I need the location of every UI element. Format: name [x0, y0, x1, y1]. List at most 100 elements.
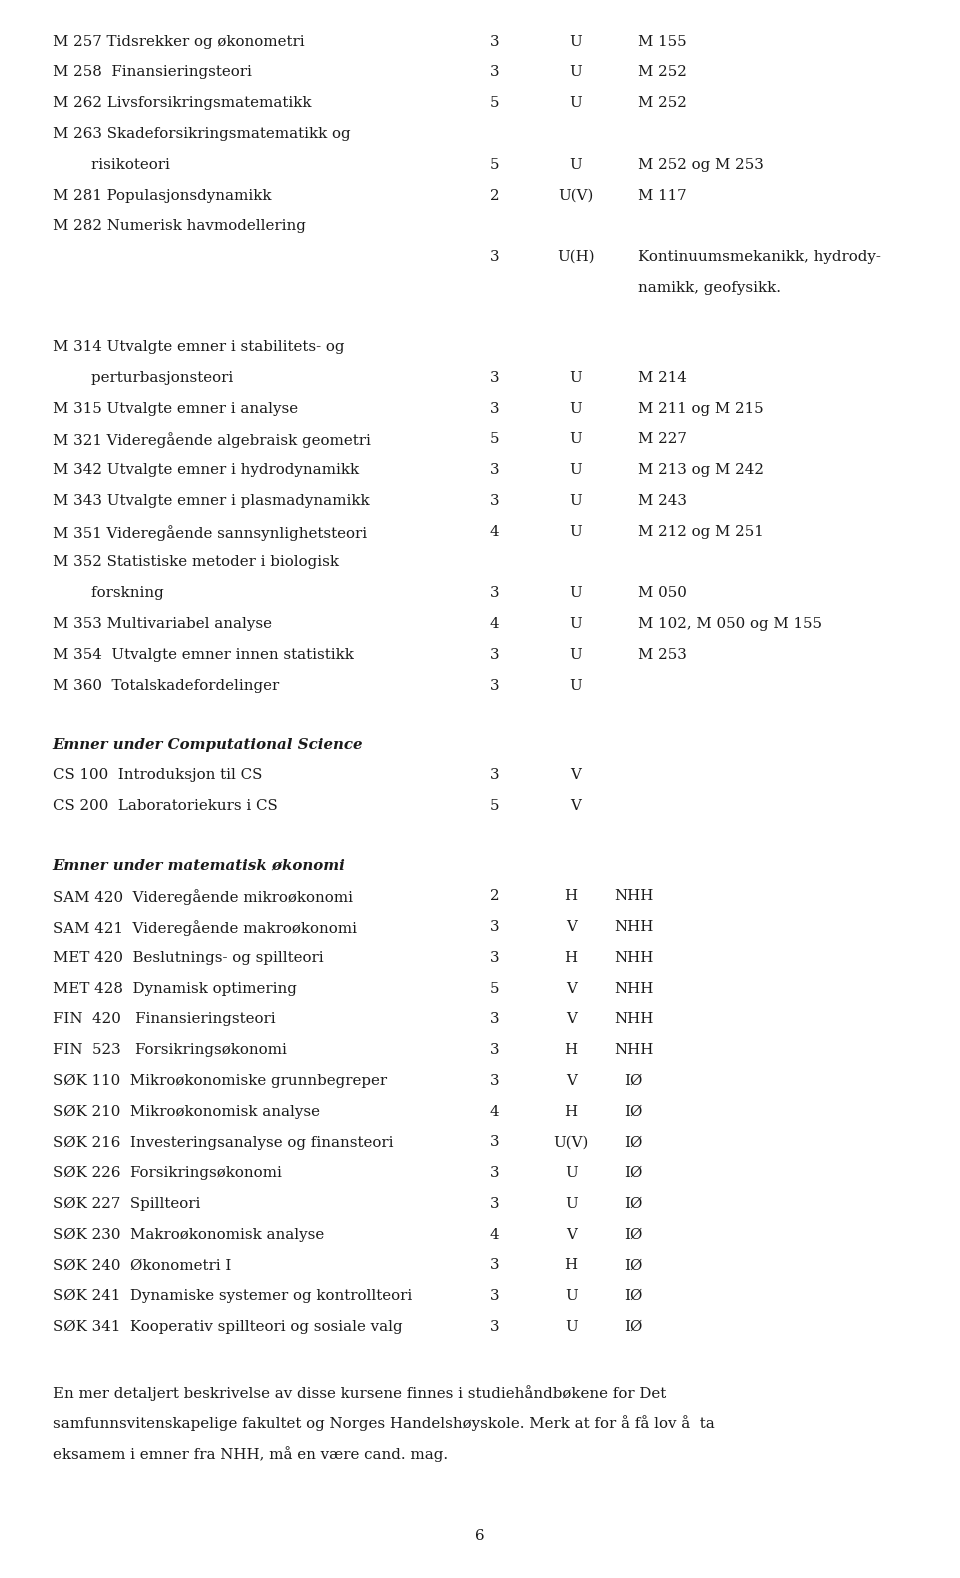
- Text: NHH: NHH: [613, 920, 654, 934]
- Text: 3: 3: [490, 679, 499, 693]
- Text: U(V): U(V): [554, 1135, 588, 1149]
- Text: FIN  523   Forsikringsøkonomi: FIN 523 Forsikringsøkonomi: [53, 1043, 287, 1057]
- Text: samfunnsvitenskapelige fakultet og Norges Handelshøyskole. Merk at for å få lov : samfunnsvitenskapelige fakultet og Norge…: [53, 1415, 714, 1431]
- Text: V: V: [565, 920, 577, 934]
- Text: SAM 421  Videregående makroøkonomi: SAM 421 Videregående makroøkonomi: [53, 920, 357, 936]
- Text: SØK 226  Forsikringsøkonomi: SØK 226 Forsikringsøkonomi: [53, 1166, 281, 1180]
- Text: 5: 5: [490, 432, 499, 447]
- Text: 3: 3: [490, 249, 499, 264]
- Text: V: V: [565, 1073, 577, 1087]
- Text: IØ: IØ: [624, 1258, 643, 1272]
- Text: M 252: M 252: [638, 96, 687, 110]
- Text: M 342 Utvalgte emner i hydrodynamikk: M 342 Utvalgte emner i hydrodynamikk: [53, 462, 359, 477]
- Text: CS 200  Laboratoriekurs i CS: CS 200 Laboratoriekurs i CS: [53, 798, 277, 813]
- Text: M 252: M 252: [638, 66, 687, 79]
- Text: 3: 3: [490, 1043, 499, 1057]
- Text: M 050: M 050: [638, 585, 687, 600]
- Text: U: U: [569, 432, 583, 447]
- Text: 4: 4: [490, 1105, 499, 1119]
- Text: V: V: [570, 798, 582, 813]
- Text: U: U: [569, 585, 583, 600]
- Text: 5: 5: [490, 96, 499, 110]
- Text: risikoteori: risikoteori: [53, 158, 170, 172]
- Text: M 343 Utvalgte emner i plasmadynamikk: M 343 Utvalgte emner i plasmadynamikk: [53, 494, 370, 508]
- Text: NHH: NHH: [613, 1011, 654, 1026]
- Text: M 282 Numerisk havmodellering: M 282 Numerisk havmodellering: [53, 219, 305, 234]
- Text: U: U: [564, 1289, 578, 1303]
- Text: M 257 Tidsrekker og økonometri: M 257 Tidsrekker og økonometri: [53, 35, 304, 49]
- Text: 3: 3: [490, 1289, 499, 1303]
- Text: U(V): U(V): [559, 188, 593, 202]
- Text: M 227: M 227: [638, 432, 687, 447]
- Text: SØK 240  Økonometri I: SØK 240 Økonometri I: [53, 1258, 231, 1272]
- Text: IØ: IØ: [624, 1135, 643, 1149]
- Text: V: V: [570, 768, 582, 783]
- Text: U: U: [569, 494, 583, 508]
- Text: MET 420  Beslutnings- og spillteori: MET 420 Beslutnings- og spillteori: [53, 950, 324, 964]
- Text: M 243: M 243: [638, 494, 687, 508]
- Text: M 315 Utvalgte emner i analyse: M 315 Utvalgte emner i analyse: [53, 401, 298, 415]
- Text: M 281 Populasjonsdynamikk: M 281 Populasjonsdynamikk: [53, 188, 272, 202]
- Text: U: U: [569, 524, 583, 538]
- Text: 4: 4: [490, 1228, 499, 1242]
- Text: SØK 216  Investeringsanalyse og finansteori: SØK 216 Investeringsanalyse og finansteo…: [53, 1135, 394, 1150]
- Text: forskning: forskning: [53, 585, 163, 600]
- Text: SØK 241  Dynamiske systemer og kontrollteori: SØK 241 Dynamiske systemer og kontrollte…: [53, 1289, 412, 1303]
- Text: 3: 3: [490, 35, 499, 49]
- Text: U: U: [569, 96, 583, 110]
- Text: NHH: NHH: [613, 888, 654, 903]
- Text: V: V: [565, 982, 577, 996]
- Text: IØ: IØ: [624, 1289, 643, 1303]
- Text: Emner under Computational Science: Emner under Computational Science: [53, 737, 363, 751]
- Text: IØ: IØ: [624, 1166, 643, 1180]
- Text: SØK 210  Mikroøkonomisk analyse: SØK 210 Mikroøkonomisk analyse: [53, 1105, 320, 1119]
- Text: M 263 Skadeforsikringsmatematikk og: M 263 Skadeforsikringsmatematikk og: [53, 126, 350, 140]
- Text: M 354  Utvalgte emner innen statistikk: M 354 Utvalgte emner innen statistikk: [53, 647, 353, 661]
- Text: FIN  420   Finansieringsteori: FIN 420 Finansieringsteori: [53, 1011, 276, 1026]
- Text: 2: 2: [490, 188, 499, 202]
- Text: 3: 3: [490, 1011, 499, 1026]
- Text: M 155: M 155: [638, 35, 687, 49]
- Text: IØ: IØ: [624, 1073, 643, 1087]
- Text: 5: 5: [490, 798, 499, 813]
- Text: U(H): U(H): [557, 249, 595, 264]
- Text: U: U: [569, 462, 583, 477]
- Text: 4: 4: [490, 617, 499, 631]
- Text: 3: 3: [490, 585, 499, 600]
- Text: H: H: [564, 1105, 578, 1119]
- Text: M 211 og M 215: M 211 og M 215: [638, 401, 764, 415]
- Text: 6: 6: [475, 1529, 485, 1543]
- Text: U: U: [569, 158, 583, 172]
- Text: 3: 3: [490, 768, 499, 783]
- Text: IØ: IØ: [624, 1319, 643, 1333]
- Text: U: U: [564, 1196, 578, 1210]
- Text: 3: 3: [490, 920, 499, 934]
- Text: NHH: NHH: [613, 982, 654, 996]
- Text: 3: 3: [490, 1135, 499, 1149]
- Text: U: U: [569, 35, 583, 49]
- Text: IØ: IØ: [624, 1228, 643, 1242]
- Text: M 360  Totalskadefordelinger: M 360 Totalskadefordelinger: [53, 679, 279, 693]
- Text: M 351 Videregående sannsynlighetsteori: M 351 Videregående sannsynlighetsteori: [53, 524, 367, 541]
- Text: M 252 og M 253: M 252 og M 253: [638, 158, 764, 172]
- Text: M 213 og M 242: M 213 og M 242: [638, 462, 764, 477]
- Text: H: H: [564, 888, 578, 903]
- Text: NHH: NHH: [613, 950, 654, 964]
- Text: SAM 420  Videregående mikroøkonomi: SAM 420 Videregående mikroøkonomi: [53, 888, 353, 906]
- Text: M 353 Multivariabel analyse: M 353 Multivariabel analyse: [53, 617, 272, 631]
- Text: V: V: [565, 1011, 577, 1026]
- Text: M 214: M 214: [638, 371, 687, 385]
- Text: U: U: [569, 679, 583, 693]
- Text: 3: 3: [490, 647, 499, 661]
- Text: perturbasjonsteori: perturbasjonsteori: [53, 371, 233, 385]
- Text: 2: 2: [490, 888, 499, 903]
- Text: 3: 3: [490, 401, 499, 415]
- Text: 3: 3: [490, 462, 499, 477]
- Text: H: H: [564, 1043, 578, 1057]
- Text: IØ: IØ: [624, 1105, 643, 1119]
- Text: H: H: [564, 950, 578, 964]
- Text: U: U: [564, 1319, 578, 1333]
- Text: M 258  Finansieringsteori: M 258 Finansieringsteori: [53, 66, 252, 79]
- Text: V: V: [565, 1228, 577, 1242]
- Text: MET 428  Dynamisk optimering: MET 428 Dynamisk optimering: [53, 982, 297, 996]
